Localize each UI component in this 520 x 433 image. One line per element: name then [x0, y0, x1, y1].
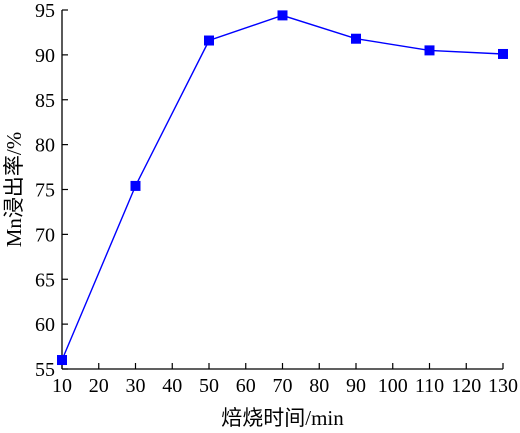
data-point-marker: [424, 45, 435, 56]
x-tick-label: 130: [488, 375, 518, 397]
y-tick-label: 65: [35, 269, 55, 291]
data-point-marker: [277, 10, 288, 21]
tick-labels: 55 60 65 70 75 80 85 90 95 10 20 30 40 50 60 70 80 90 100 1…: [35, 0, 518, 397]
x-tick-label: 100: [378, 375, 408, 397]
data-point-marker: [130, 180, 141, 191]
x-tick-label: 10: [52, 375, 72, 397]
x-tick-label: 120: [451, 375, 481, 397]
x-tick-label: 60: [236, 375, 256, 397]
series-layer: [57, 10, 508, 366]
x-tick-label: 40: [162, 375, 182, 397]
data-point-marker: [351, 33, 361, 44]
x-tick-label: 20: [89, 375, 109, 397]
y-tick-label: 80: [35, 135, 55, 157]
y-tick-label: 85: [35, 90, 55, 112]
x-axis-title: 焙烧时间/min: [221, 406, 344, 430]
x-tick-label: 80: [309, 375, 329, 397]
data-point-marker: [57, 355, 67, 366]
y-tick-label: 95: [35, 0, 55, 22]
y-tick-label: 90: [35, 45, 55, 67]
y-axis-title: Mn浸出率/%: [2, 132, 26, 248]
series-line: [61, 14, 504, 361]
y-tick-label: 75: [35, 180, 55, 202]
y-tick-label: 55: [35, 359, 55, 381]
x-tick-label: 70: [273, 375, 293, 397]
data-point-marker: [498, 48, 508, 59]
y-tick-label: 60: [35, 314, 55, 336]
axes: [61, 9, 504, 370]
y-tick-label: 70: [35, 224, 55, 246]
x-tick-label: 110: [415, 375, 444, 397]
x-tick-label: 30: [126, 375, 146, 397]
x-tick-label: 90: [346, 375, 366, 397]
data-point-marker: [204, 35, 214, 46]
x-tick-label: 50: [199, 375, 219, 397]
